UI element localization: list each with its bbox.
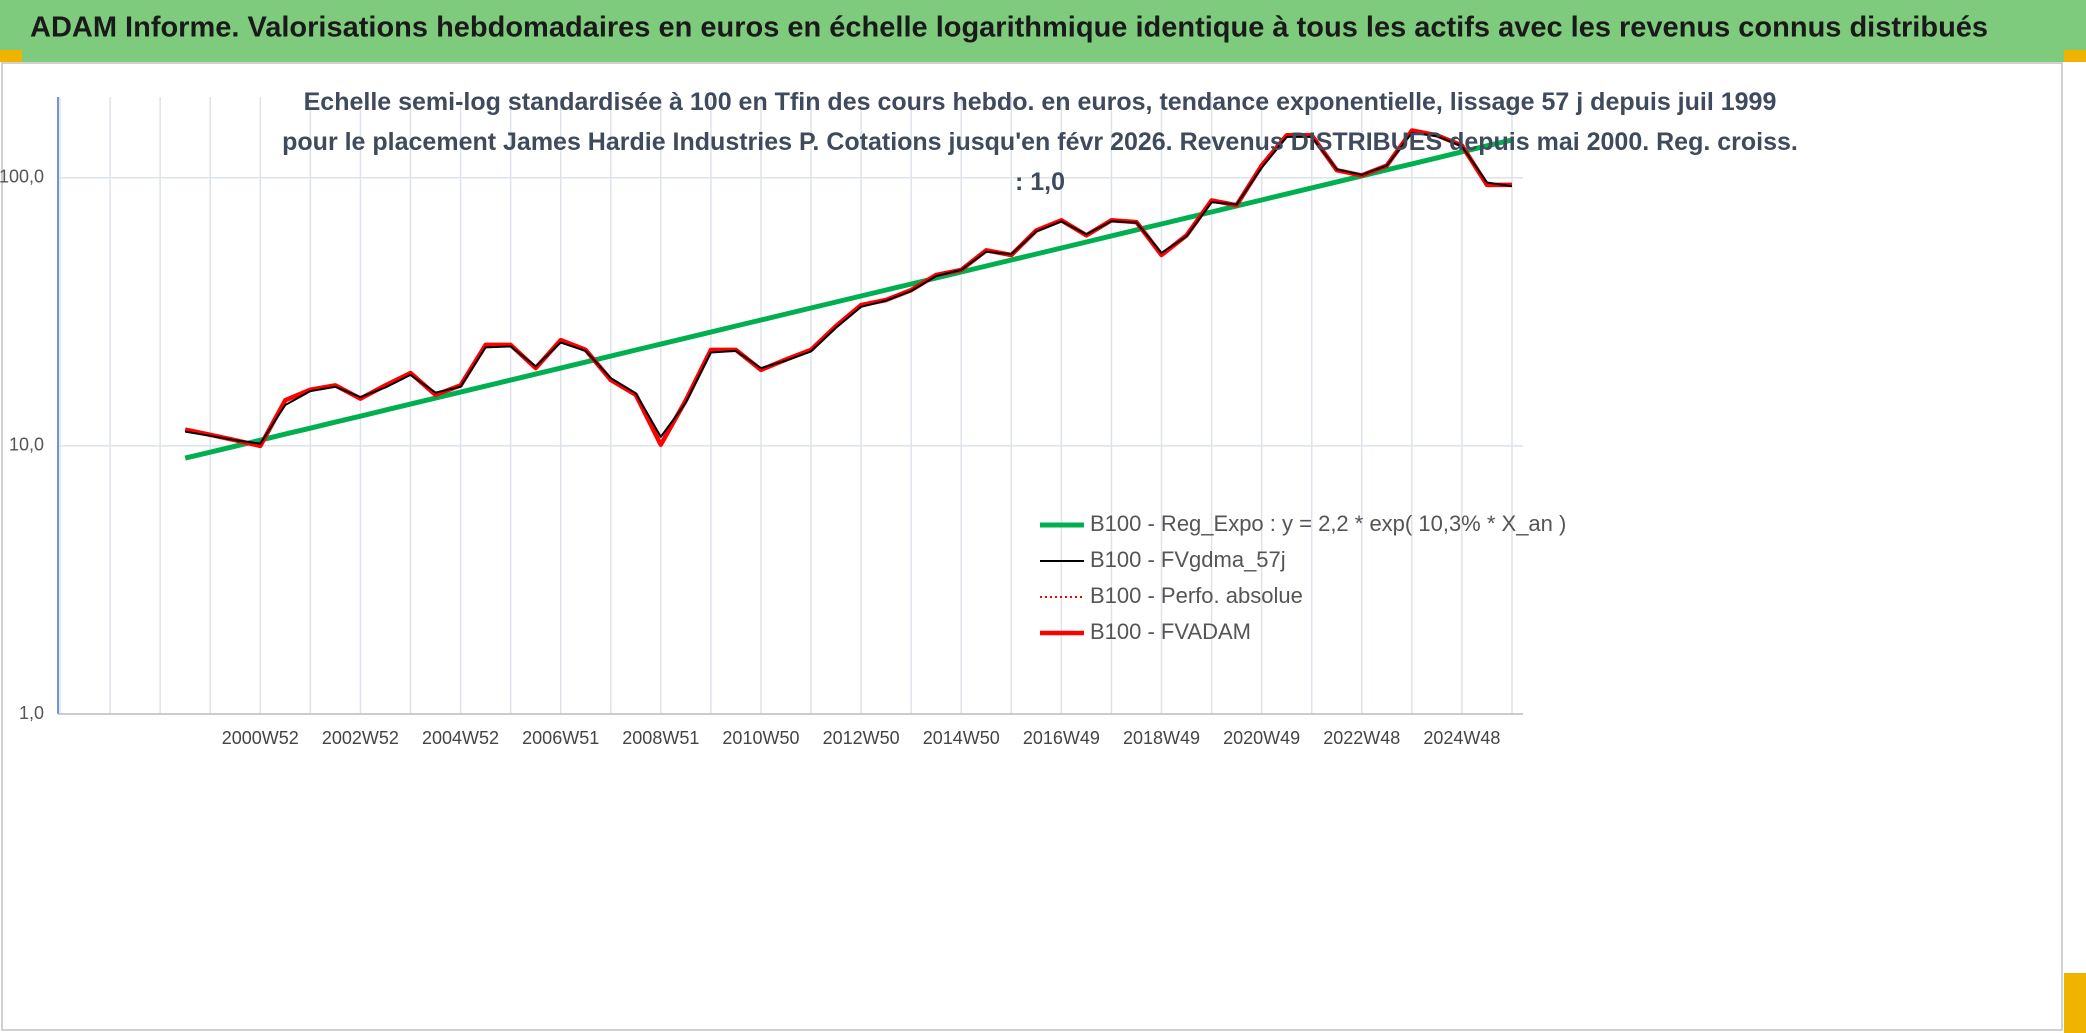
chart-title: ADAM Informe. Valorisations hebdomadaire… [30,12,1988,44]
chart-border [1,62,2063,1031]
series-line [185,131,1513,445]
y-tick-label: 1,0 [19,703,44,723]
x-tick-label: 2012W50 [823,728,900,748]
corner [2064,50,2086,62]
x-tick-label: 2016W49 [1023,728,1100,748]
legend-label: B100 - Reg_Expo : y = 2,2 * exp( 10,3% *… [1090,511,1566,536]
x-tick-label: 2006W51 [522,728,599,748]
x-tick-label: 2010W50 [722,728,799,748]
legend-label: B100 - FVADAM [1090,619,1251,644]
x-tick-label: 2022W48 [1323,728,1400,748]
x-tick-label: 2024W48 [1423,728,1500,748]
legend-label: B100 - FVgdma_57j [1090,547,1286,572]
title-bar [0,0,2086,62]
legend-label: B100 - Perfo. absolue [1090,583,1303,608]
x-tick-label: 2008W51 [622,728,699,748]
corner [2064,973,2086,1033]
x-tick-label: 2018W49 [1123,728,1200,748]
x-tick-label: 2014W50 [923,728,1000,748]
chart-subtitle: Echelle semi-log standardisée à 100 en T… [282,88,1798,196]
x-tick-label: 2000W52 [222,728,299,748]
x-tick-label: 2004W52 [422,728,499,748]
x-tick-label: 2002W52 [322,728,399,748]
series-line [184,128,1512,449]
x-tick-label: 2020W49 [1223,728,1300,748]
y-tick-label: 100,0 [0,166,44,186]
corner [0,50,22,62]
y-tick-label: 10,0 [9,435,44,455]
series-line [184,137,1513,461]
